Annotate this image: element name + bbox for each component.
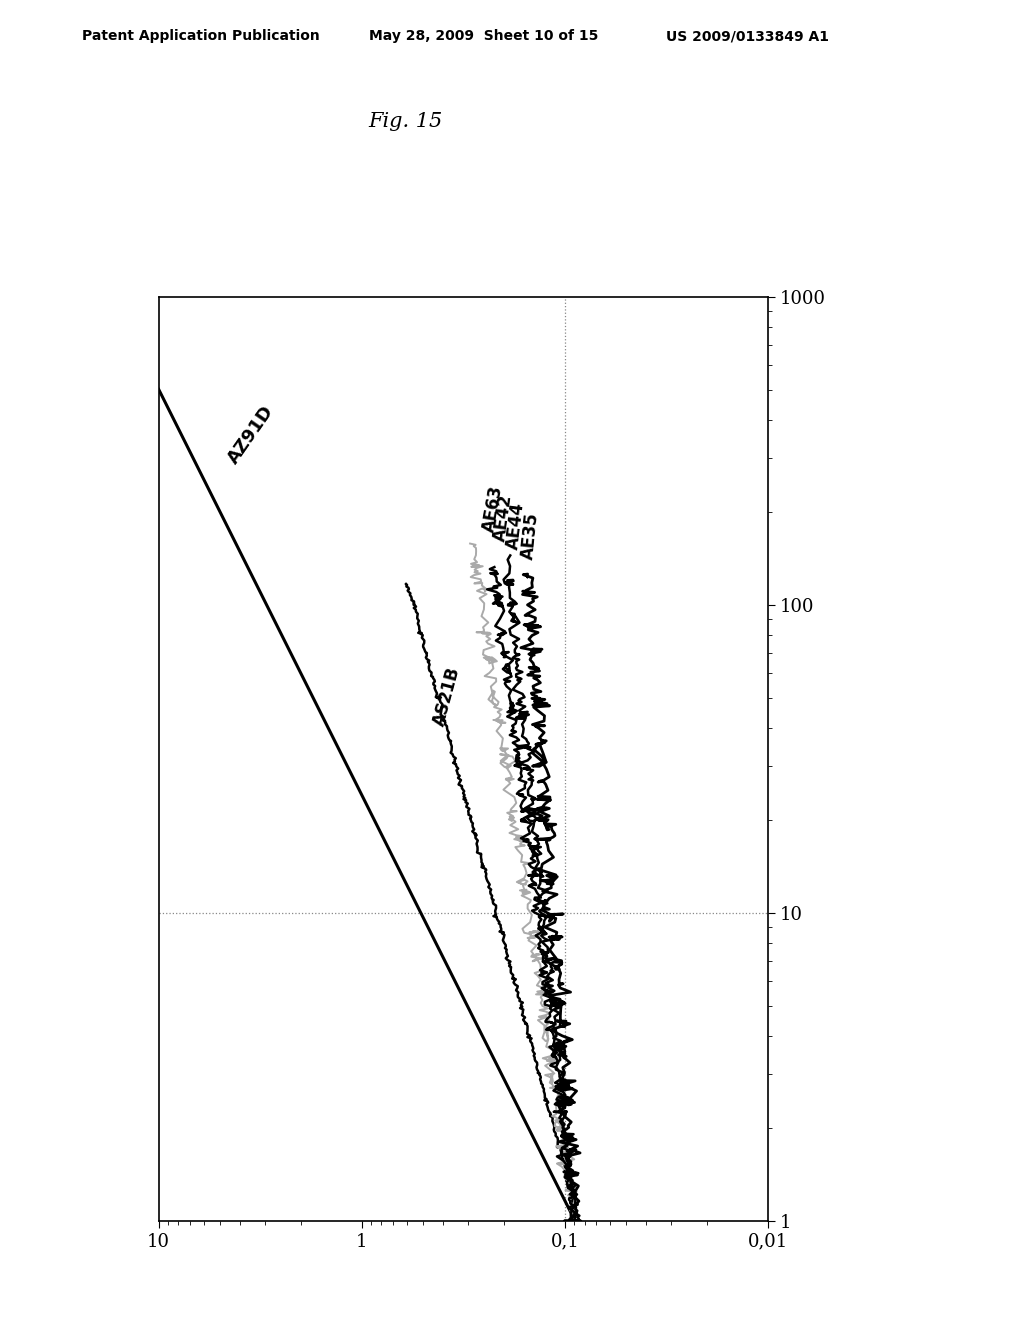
Text: Fig. 15: Fig. 15 [369, 112, 443, 131]
Text: AS21B: AS21B [431, 664, 464, 727]
Text: AE63: AE63 [480, 484, 506, 535]
Text: AE35: AE35 [519, 511, 542, 560]
Text: US 2009/0133849 A1: US 2009/0133849 A1 [666, 29, 828, 44]
Text: Patent Application Publication: Patent Application Publication [82, 29, 319, 44]
Text: AE42: AE42 [492, 492, 516, 543]
Text: AE44: AE44 [504, 502, 527, 550]
Text: AZ91D: AZ91D [225, 403, 278, 467]
Text: May 28, 2009  Sheet 10 of 15: May 28, 2009 Sheet 10 of 15 [369, 29, 598, 44]
